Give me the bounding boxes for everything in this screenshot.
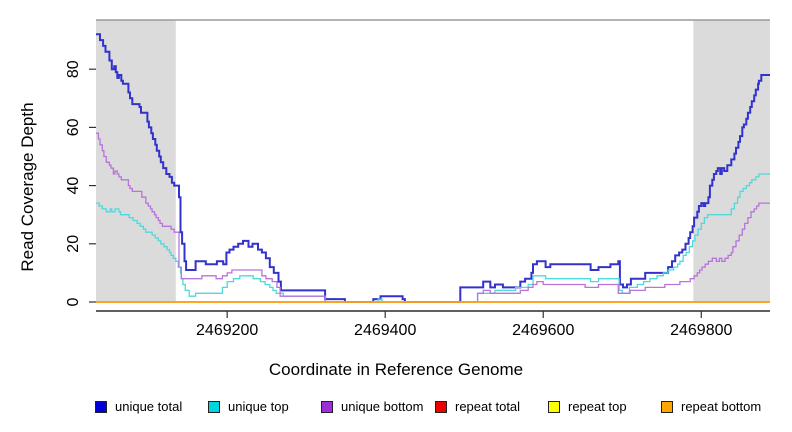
x-axis-title: Coordinate in Reference Genome: [268, 360, 524, 379]
series-unique-top: [96, 173, 770, 303]
legend-swatch-unique-bottom: [321, 401, 333, 413]
y-tick-label: 40: [65, 177, 82, 195]
legend-item-repeat-bottom: repeat bottom: [661, 398, 761, 416]
legend-swatch-repeat-top: [548, 401, 560, 413]
legend-item-repeat-top: repeat top: [548, 398, 627, 416]
legend-swatch-unique-top: [208, 401, 220, 413]
legend-swatch-unique-total: [95, 401, 107, 413]
y-tick-label: 20: [65, 235, 82, 253]
legend-label-unique-bottom: unique bottom: [341, 399, 424, 414]
shaded-region: [96, 20, 176, 302]
legend-label-unique-top: unique top: [228, 399, 289, 414]
legend-label-repeat-bottom: repeat bottom: [681, 399, 762, 414]
x-tick-label: 2469200: [196, 322, 258, 339]
series-unique-bottom: [96, 132, 770, 303]
legend: unique total unique top unique bottom repea…: [0, 398, 792, 418]
legend-item-unique-total: unique total: [95, 398, 182, 416]
legend-label-repeat-total: repeat total: [455, 399, 521, 414]
y-axis-title: Read Coverage Depth: [18, 102, 37, 272]
legend-item-unique-bottom: unique bottom: [321, 398, 423, 416]
legend-swatch-repeat-bottom: [661, 401, 673, 413]
x-tick-label: 2469600: [512, 322, 574, 339]
series-unique-total: [96, 33, 770, 303]
legend-item-repeat-total: repeat total: [435, 398, 520, 416]
y-tick-label: 80: [65, 60, 82, 78]
y-tick-label: 60: [65, 118, 82, 136]
y-tick-label: 0: [65, 297, 82, 306]
legend-label-repeat-top: repeat top: [568, 399, 627, 414]
x-tick-label: 2469800: [670, 322, 732, 339]
x-tick-label: 2469400: [354, 322, 416, 339]
legend-item-unique-top: unique top: [208, 398, 289, 416]
legend-swatch-repeat-total: [435, 401, 447, 413]
legend-label-unique-total: unique total: [115, 399, 183, 414]
